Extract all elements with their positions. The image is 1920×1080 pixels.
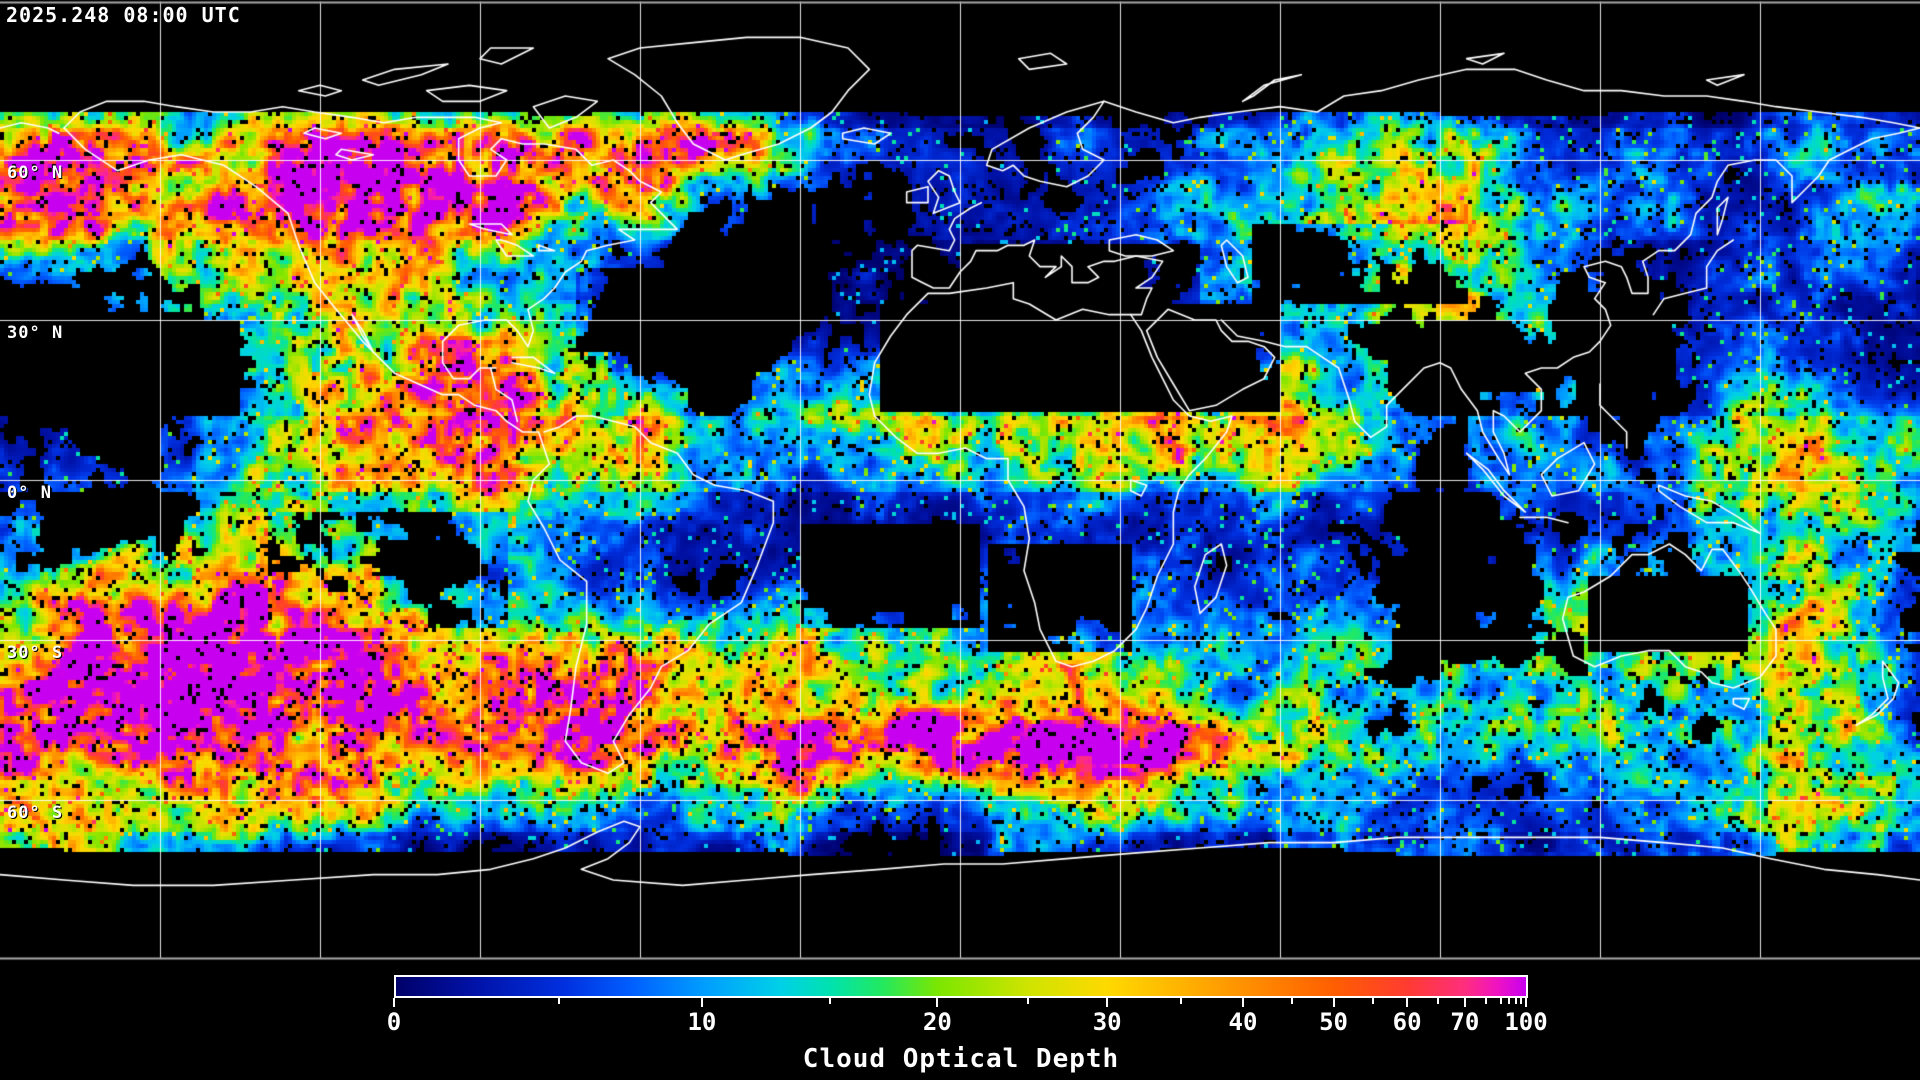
colorbar-minor-tick [1026, 998, 1029, 1004]
lat-label: 30° N [7, 323, 64, 343]
colorbar-tick-label: 30 [1092, 1008, 1122, 1036]
lat-label: 60° N [7, 163, 64, 183]
colorbar-minor-tick [1179, 998, 1182, 1004]
colorbar-minor-tick [1500, 998, 1503, 1004]
colorbar-major-tick [936, 998, 939, 1007]
colorbar-major-tick [1242, 998, 1244, 1007]
colorbar-minor-tick [1514, 998, 1517, 1004]
colorbar-major-tick [1463, 998, 1466, 1007]
colorbar-minor-tick [1520, 998, 1523, 1004]
lat-label: 30° S [7, 643, 64, 663]
colorbar-gradient [394, 975, 1528, 998]
colorbar-tick-label: 50 [1319, 1008, 1348, 1036]
colorbar-major-tick [1332, 998, 1335, 1007]
lat-label: 60° S [7, 803, 64, 823]
colorbar-major-tick [700, 998, 703, 1007]
colorbar-minor-tick [1436, 998, 1439, 1004]
colorbar-tick-label: 10 [687, 1008, 717, 1036]
colorbar-minor-tick [1372, 998, 1375, 1004]
colorbar-major-tick [1525, 998, 1527, 1007]
colorbar-tick-label: 0 [386, 1008, 402, 1036]
colorbar-title: Cloud Optical Depth [802, 1044, 1120, 1074]
colorbar-minor-tick [828, 998, 831, 1004]
lat-label: 0° N [7, 483, 52, 503]
colorbar-major-tick [1406, 998, 1409, 1007]
timestamp-label: 2025.248 08:00 UTC [6, 3, 241, 27]
colorbar-minor-tick [1485, 998, 1488, 1004]
colorbar-tick-label: 60 [1392, 1008, 1422, 1036]
colorbar-tick-label: 70 [1450, 1008, 1480, 1036]
colorbar-minor-tick [1290, 998, 1293, 1004]
colorbar-minor-tick [1508, 998, 1511, 1004]
colorbar-tick-label: 40 [1228, 1008, 1258, 1036]
colorbar-tick-label: 100 [1504, 1008, 1548, 1036]
colorbar-minor-tick [558, 998, 561, 1004]
colorbar-tick-label: 20 [922, 1008, 952, 1036]
colorbar-major-tick [1106, 998, 1109, 1007]
colorbar-major-tick [393, 998, 395, 1007]
